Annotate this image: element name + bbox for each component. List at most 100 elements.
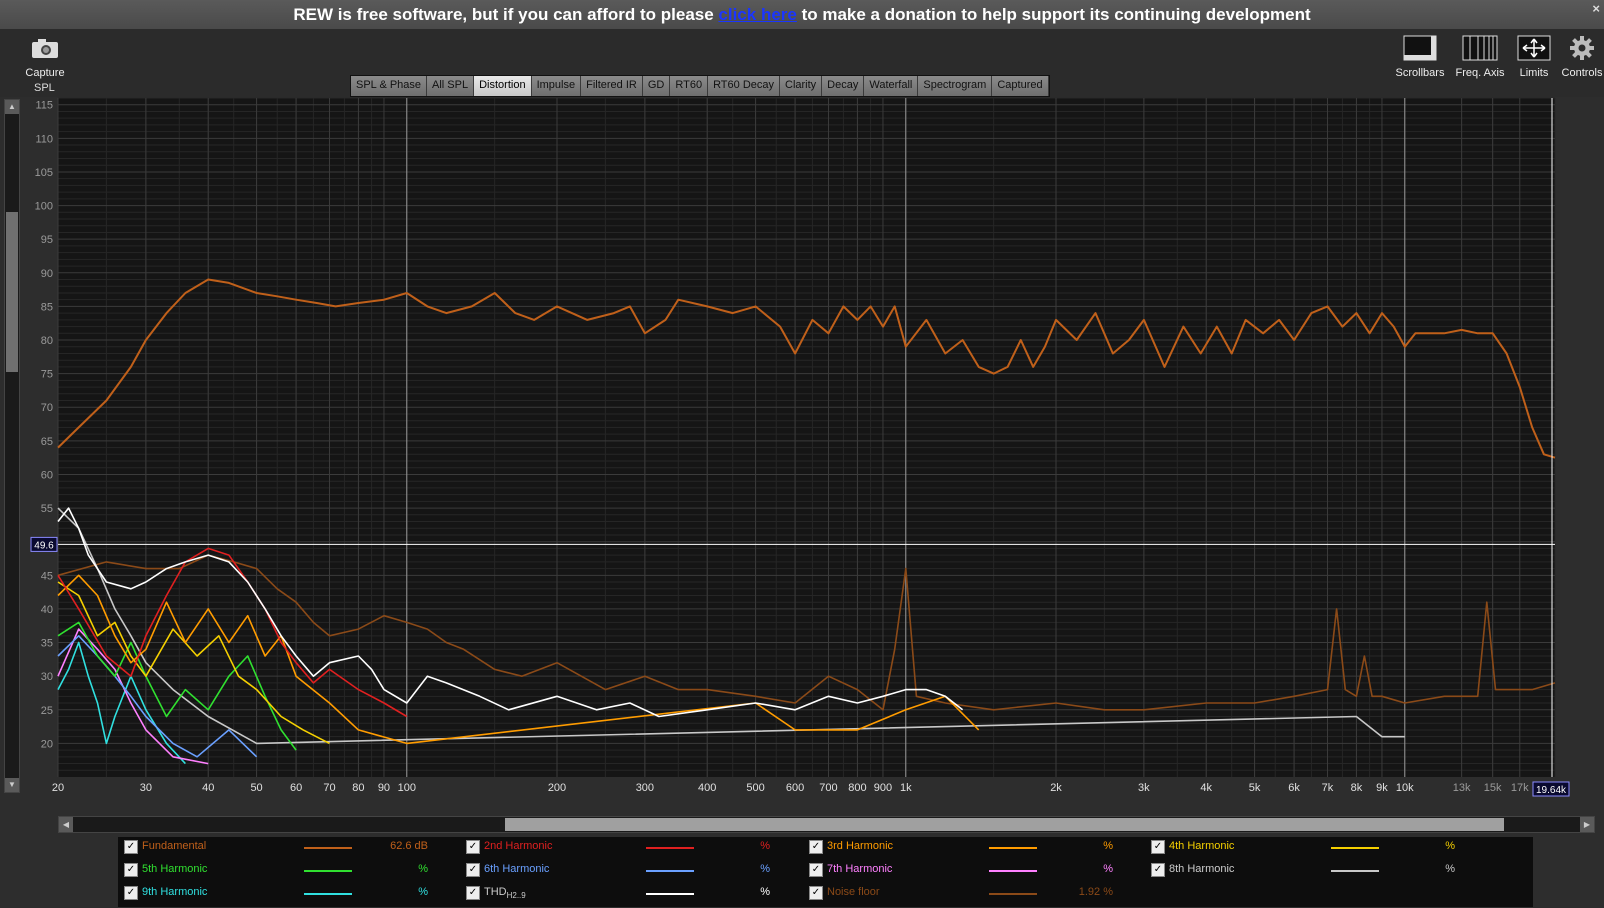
series-5th-harmonic [57, 621, 297, 751]
y-axis-title: SPL [34, 82, 55, 94]
tab-captured[interactable]: Captured [992, 76, 1049, 96]
donation-banner: REW is free software, but if you can aff… [0, 0, 1604, 30]
legend-item-9th-harmonic: ✓ 9th Harmonic% [118, 885, 448, 905]
legend-label: 9th Harmonic [142, 886, 208, 898]
legend-checkbox[interactable]: ✓ [466, 863, 480, 877]
donate-link[interactable]: click here [718, 5, 797, 24]
y-tick-label: 105 [35, 167, 53, 179]
horizontal-scroll-thumb[interactable] [505, 818, 1504, 831]
tab-distortion[interactable]: Distortion [474, 76, 532, 96]
legend-panel: ✓ Fundamental 62.6 dB ✓ 2nd Harmonic% ✓ 3rd Ha… [118, 837, 1533, 907]
scroll-down-icon[interactable]: ▼ [5, 778, 19, 792]
x-tick-label: 30 [140, 782, 152, 794]
y-tick-label: 30 [41, 671, 53, 683]
x-tick-label: 1k [900, 782, 912, 794]
freq-axis-icon [1448, 33, 1512, 63]
x-tick-label: 17k [1511, 782, 1529, 794]
series-9th-harmonic [57, 641, 186, 765]
legend-swatch [304, 870, 352, 872]
y-tick-label: 90 [41, 268, 53, 280]
scrollbars-label: Scrollbars [1395, 67, 1445, 79]
freq-axis-button[interactable]: Freq. Axis [1448, 33, 1512, 79]
scrollbars-button[interactable]: Scrollbars [1388, 33, 1452, 79]
y-tick-label: 100 [35, 201, 53, 213]
limits-button[interactable]: Limits [1510, 33, 1558, 79]
controls-button[interactable]: Controls [1560, 33, 1604, 79]
x-tick-label: 900 [874, 782, 892, 794]
legend-swatch [989, 847, 1037, 849]
y-tick-label: 70 [41, 402, 53, 414]
x-tick-label: 5k [1249, 782, 1261, 794]
legend-checkbox[interactable]: ✓ [809, 840, 823, 854]
x-tick-label: 13k [1453, 782, 1471, 794]
freq-axis-label: Freq. Axis [1455, 67, 1505, 79]
y-tick-label: 110 [35, 133, 53, 145]
legend-value: % [760, 863, 770, 875]
x-tick-label: 60 [290, 782, 302, 794]
x-tick-label: 20 [52, 782, 64, 794]
tab-gd[interactable]: GD [642, 76, 671, 96]
series-8th-harmonic [57, 507, 1405, 745]
tab-spectrogram[interactable]: Spectrogram [918, 76, 993, 96]
capture-label: Capture [25, 67, 65, 79]
legend-swatch [1331, 847, 1379, 849]
legend-checkbox[interactable]: ✓ [1151, 863, 1165, 877]
capture-button[interactable]: Capture [20, 33, 70, 79]
scroll-right-icon[interactable]: ▶ [1580, 817, 1594, 832]
legend-swatch [646, 870, 694, 872]
banner-text-post: to make a donation to help support its c… [796, 5, 1311, 24]
tab-impulse[interactable]: Impulse [531, 76, 582, 96]
legend-checkbox[interactable]: ✓ [466, 886, 480, 900]
scroll-left-icon[interactable]: ◀ [59, 817, 73, 832]
legend-checkbox[interactable]: ✓ [809, 886, 823, 900]
legend-checkbox[interactable]: ✓ [124, 840, 138, 854]
legend-label: 2nd Harmonic [484, 840, 553, 852]
legend-item-8th-harmonic: ✓ 8th Harmonic% [1145, 862, 1475, 882]
limits-label: Limits [1519, 67, 1549, 79]
tab-rt60[interactable]: RT60 [670, 76, 709, 96]
tab-waterfall[interactable]: Waterfall [864, 76, 919, 96]
tab-filtered-ir[interactable]: Filtered IR [581, 76, 643, 96]
y-tick-label: 35 [41, 638, 53, 650]
legend-swatch [989, 893, 1037, 895]
tab-clarity[interactable]: Clarity [780, 76, 823, 96]
x-tick-label: 90 [378, 782, 390, 794]
close-icon[interactable]: × [1592, 1, 1600, 16]
x-tick-label: 700 [819, 782, 837, 794]
legend-label: 3rd Harmonic [827, 840, 894, 852]
tab-decay[interactable]: Decay [822, 76, 865, 96]
horizontal-scrollbar[interactable]: ◀ ▶ [58, 816, 1595, 833]
series-fundamental [57, 278, 1556, 459]
y-tick-label: 60 [41, 469, 53, 481]
tab-bar: SPL & Phase All SPL Distortion Impulse Filte… [350, 75, 1050, 97]
y-tick-label: 75 [41, 369, 53, 381]
legend-item-fundamental: ✓ Fundamental 62.6 dB [118, 839, 448, 859]
vertical-scrollbar[interactable]: ▲ ▼ [4, 99, 20, 793]
legend-value: % [418, 886, 428, 898]
y-tick-label: 25 [41, 705, 53, 717]
legend-checkbox[interactable]: ✓ [466, 840, 480, 854]
tab-all-spl[interactable]: All SPL [427, 76, 475, 96]
legend-swatch [304, 847, 352, 849]
cursor-frequency-box [1532, 781, 1570, 797]
scroll-up-icon[interactable]: ▲ [5, 100, 19, 114]
legend-checkbox[interactable]: ✓ [124, 886, 138, 900]
legend-checkbox[interactable]: ✓ [124, 863, 138, 877]
legend-checkbox[interactable]: ✓ [1151, 840, 1165, 854]
vertical-scroll-thumb[interactable] [6, 212, 18, 372]
legend-swatch [646, 893, 694, 895]
scrollbars-icon [1388, 33, 1452, 63]
legend-label: Fundamental [142, 840, 207, 852]
y-tick-label: 40 [41, 604, 53, 616]
legend-checkbox[interactable]: ✓ [809, 863, 823, 877]
legend-label: Noise floor [827, 886, 880, 898]
series-thd [57, 507, 964, 718]
legend-item-6th-harmonic: ✓ 6th Harmonic% [460, 862, 790, 882]
series-2nd-harmonic [57, 547, 408, 718]
distortion-chart[interactable]: 20 25 30 35 40 45 50 55 60 65 70 75 80 85 90 95 100 105 11… [0, 95, 1604, 816]
tab-spl-phase[interactable]: SPL & Phase [351, 76, 428, 96]
cursor-frequency-readout: 19.64k [1536, 785, 1567, 796]
legend-value: % [1103, 863, 1113, 875]
tab-rt60-decay[interactable]: RT60 Decay [708, 76, 780, 96]
legend-value: % [760, 886, 770, 898]
